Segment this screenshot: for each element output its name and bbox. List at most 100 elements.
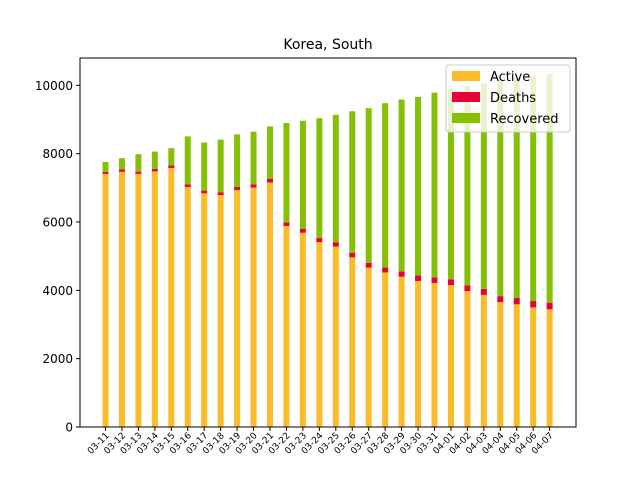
legend-label-deaths: Deaths — [490, 91, 536, 106]
bar-deaths-04-02 — [464, 285, 471, 292]
bar-active-04-01 — [447, 285, 454, 427]
bar-recovered-03-28 — [382, 103, 389, 268]
bar-deaths-03-16 — [184, 184, 191, 188]
bar-deaths-04-06 — [530, 301, 537, 308]
y-tick-label: 6000 — [42, 216, 73, 230]
bar-deaths-03-23 — [299, 229, 306, 233]
legend-swatch-recovered — [452, 113, 480, 123]
bar-deaths-03-13 — [135, 171, 142, 174]
bar-recovered-03-15 — [168, 148, 175, 166]
bar-recovered-03-19 — [234, 134, 241, 187]
bar-active-03-12 — [118, 171, 125, 427]
y-tick-label: 2000 — [42, 352, 73, 366]
bar-active-04-03 — [480, 294, 487, 427]
bar-recovered-04-07 — [546, 74, 553, 303]
bar-deaths-03-27 — [365, 262, 372, 268]
bar-deaths-03-24 — [316, 238, 323, 243]
bar-recovered-04-05 — [513, 77, 520, 299]
bar-active-03-24 — [316, 242, 323, 427]
bar-active-03-26 — [349, 257, 356, 427]
bar-active-04-02 — [464, 291, 471, 427]
y-tick-label: 8000 — [42, 147, 73, 161]
bar-active-03-22 — [283, 225, 290, 427]
bar-recovered-03-21 — [267, 126, 273, 179]
bar-recovered-03-18 — [217, 139, 224, 193]
axes-layer: 020004000600080001000003-1103-1203-1303-… — [35, 57, 577, 457]
bar-active-03-25 — [332, 246, 339, 427]
bar-active-03-20 — [250, 187, 257, 427]
bar-recovered-03-29 — [398, 99, 405, 272]
bar-deaths-04-07 — [546, 302, 553, 310]
bar-deaths-03-18 — [217, 192, 224, 196]
bar-active-03-14 — [151, 171, 158, 427]
bar-recovered-03-16 — [184, 136, 191, 185]
bar-active-03-31 — [431, 282, 438, 427]
bar-active-03-29 — [398, 276, 405, 427]
bar-active-04-07 — [546, 309, 553, 427]
bar-deaths-03-12 — [118, 169, 125, 172]
y-tick-label: 4000 — [42, 284, 73, 298]
bar-deaths-03-26 — [349, 252, 356, 258]
bar-recovered-03-27 — [365, 108, 372, 263]
bar-recovered-03-25 — [332, 114, 339, 243]
bars-layer — [102, 74, 553, 427]
bar-deaths-04-04 — [497, 296, 504, 303]
bar-recovered-03-31 — [431, 92, 438, 278]
bar-recovered-03-17 — [201, 142, 208, 191]
bar-active-03-21 — [267, 182, 273, 427]
bar-recovered-04-04 — [497, 80, 504, 297]
bar-recovered-03-26 — [349, 111, 356, 253]
bar-active-03-23 — [299, 232, 306, 427]
bar-active-03-18 — [217, 195, 224, 427]
bar-recovered-04-06 — [530, 75, 537, 302]
bar-recovered-03-12 — [118, 158, 125, 170]
plot-frame — [79, 57, 577, 428]
legend-label-recovered: Recovered — [490, 112, 559, 127]
bar-deaths-03-11 — [102, 171, 109, 174]
bar-recovered-04-03 — [480, 83, 487, 289]
bar-deaths-04-03 — [480, 288, 487, 295]
bar-recovered-03-11 — [102, 162, 109, 172]
bar-deaths-03-15 — [168, 165, 175, 169]
bar-recovered-03-22 — [283, 123, 290, 223]
bar-recovered-03-30 — [415, 96, 422, 276]
y-tick-label: 10000 — [35, 79, 73, 93]
bar-active-03-13 — [135, 173, 142, 427]
bar-active-04-06 — [530, 307, 537, 427]
bar-recovered-03-20 — [250, 131, 257, 185]
bar-deaths-03-30 — [415, 275, 422, 281]
bar-active-03-19 — [234, 190, 241, 427]
legend-swatch-active — [452, 71, 480, 81]
bar-recovered-04-02 — [464, 86, 471, 286]
bar-active-04-04 — [497, 302, 504, 427]
bar-active-04-05 — [513, 304, 520, 427]
bar-deaths-04-05 — [513, 298, 520, 305]
bar-deaths-03-22 — [283, 222, 290, 226]
bar-deaths-03-20 — [250, 184, 257, 188]
bar-deaths-03-17 — [201, 190, 208, 194]
bar-active-03-17 — [201, 193, 208, 427]
bar-recovered-03-13 — [135, 154, 142, 172]
bar-active-03-30 — [415, 280, 422, 427]
bar-active-03-27 — [365, 267, 372, 427]
legend-swatch-deaths — [452, 92, 480, 102]
bar-deaths-03-14 — [151, 168, 158, 172]
bar-active-03-16 — [184, 187, 191, 427]
legend-label-active: Active — [490, 70, 530, 85]
chart-title: Korea, South — [283, 37, 372, 53]
y-tick-label: 0 — [65, 421, 73, 435]
bar-recovered-03-23 — [299, 120, 306, 229]
bar-active-03-28 — [382, 272, 389, 427]
bar-recovered-03-24 — [316, 118, 323, 239]
bar-deaths-03-29 — [398, 271, 405, 277]
bar-deaths-03-25 — [332, 242, 339, 247]
bar-deaths-03-21 — [267, 178, 273, 183]
bar-deaths-03-31 — [431, 277, 438, 283]
bar-deaths-03-19 — [234, 186, 241, 191]
bar-deaths-03-28 — [382, 267, 389, 273]
bar-active-03-11 — [102, 173, 109, 427]
legend: Active Deaths Recovered — [445, 64, 571, 133]
bar-active-03-15 — [168, 168, 175, 427]
